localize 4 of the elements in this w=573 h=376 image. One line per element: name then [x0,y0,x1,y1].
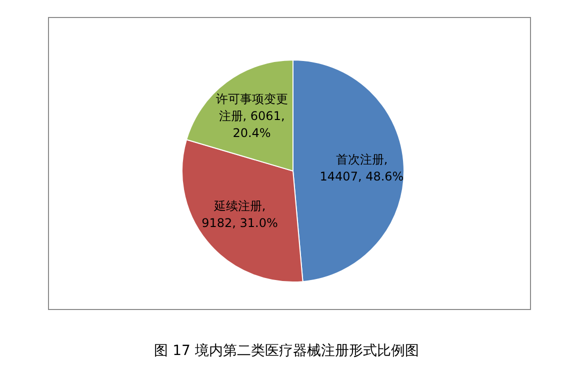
slice-label: 延续注册, 9182, 31.0% [202,199,278,230]
slice-label: 首次注册, 14407, 48.6% [320,152,404,184]
slice-label: 许可事项变更注册, 6061, 20.4% [216,92,288,140]
text: 图 17 境内第二类医疗器械注册形式比例图 [153,342,420,360]
